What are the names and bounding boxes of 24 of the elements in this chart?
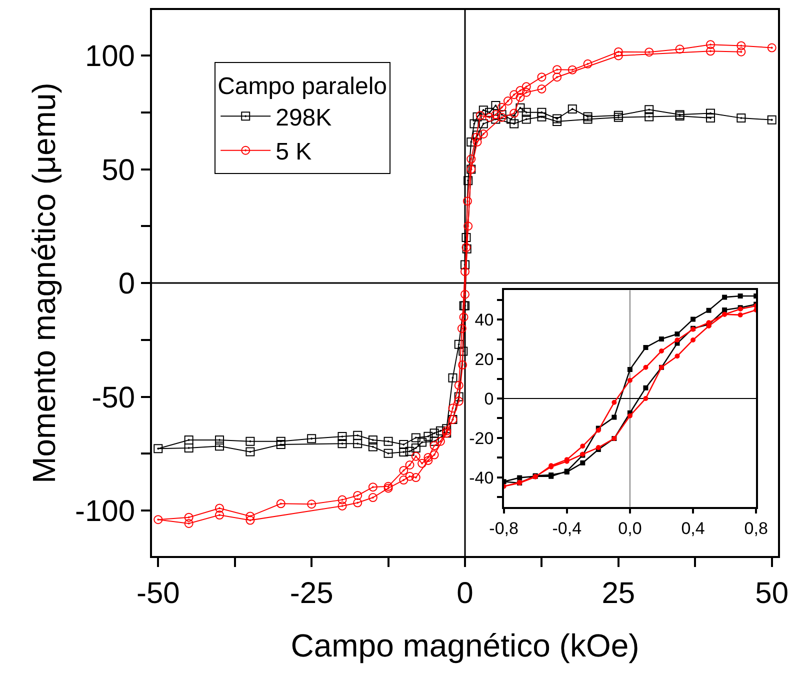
y-tick-label: 0 bbox=[484, 389, 494, 408]
legend-label: 5 K bbox=[276, 138, 312, 166]
legend-label: 298K bbox=[276, 104, 332, 132]
x-tick-label: -0,4 bbox=[552, 519, 582, 538]
y-tick-label: -100 bbox=[74, 495, 135, 528]
y-tick-label: 50 bbox=[102, 154, 135, 187]
x-tick-label: 50 bbox=[755, 577, 789, 610]
y-tick-label: 40 bbox=[474, 310, 494, 330]
x-tick-label: 0,0 bbox=[618, 519, 642, 538]
x-tick-label: -25 bbox=[290, 577, 334, 610]
y-tick-label: 0 bbox=[118, 268, 135, 300]
x-tick-label: 0,4 bbox=[681, 519, 705, 538]
x-tick-label: 0,8 bbox=[744, 519, 768, 538]
legend-title: Campo paralelo bbox=[218, 73, 388, 100]
y-tick-label: -40 bbox=[469, 468, 494, 488]
y-tick-label: 100 bbox=[84, 40, 135, 73]
y-tick-label: -50 bbox=[92, 381, 135, 414]
x-tick-label: 25 bbox=[602, 577, 636, 610]
y-tick-label: -20 bbox=[469, 428, 494, 448]
x-axis-title: Campo magnético (kOe) bbox=[290, 627, 640, 664]
y-tick-label: 20 bbox=[474, 350, 494, 370]
y-axis-title: Momento magnético (μemu) bbox=[26, 82, 62, 484]
x-tick-label: -0,8 bbox=[489, 519, 518, 538]
x-tick-label: -50 bbox=[136, 577, 180, 610]
